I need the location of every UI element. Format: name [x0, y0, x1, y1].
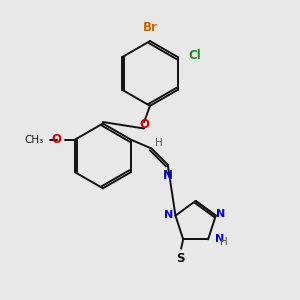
Text: O: O [139, 118, 149, 131]
Text: Br: Br [142, 21, 158, 34]
Text: N: N [163, 169, 173, 182]
Text: H: H [155, 138, 163, 148]
Text: N: N [214, 234, 224, 244]
Text: O: O [52, 133, 61, 146]
Text: S: S [176, 252, 184, 265]
Text: H: H [220, 237, 227, 247]
Text: N: N [164, 210, 174, 220]
Text: N: N [217, 209, 226, 219]
Text: Cl: Cl [188, 49, 201, 62]
Text: CH₃: CH₃ [25, 135, 44, 145]
